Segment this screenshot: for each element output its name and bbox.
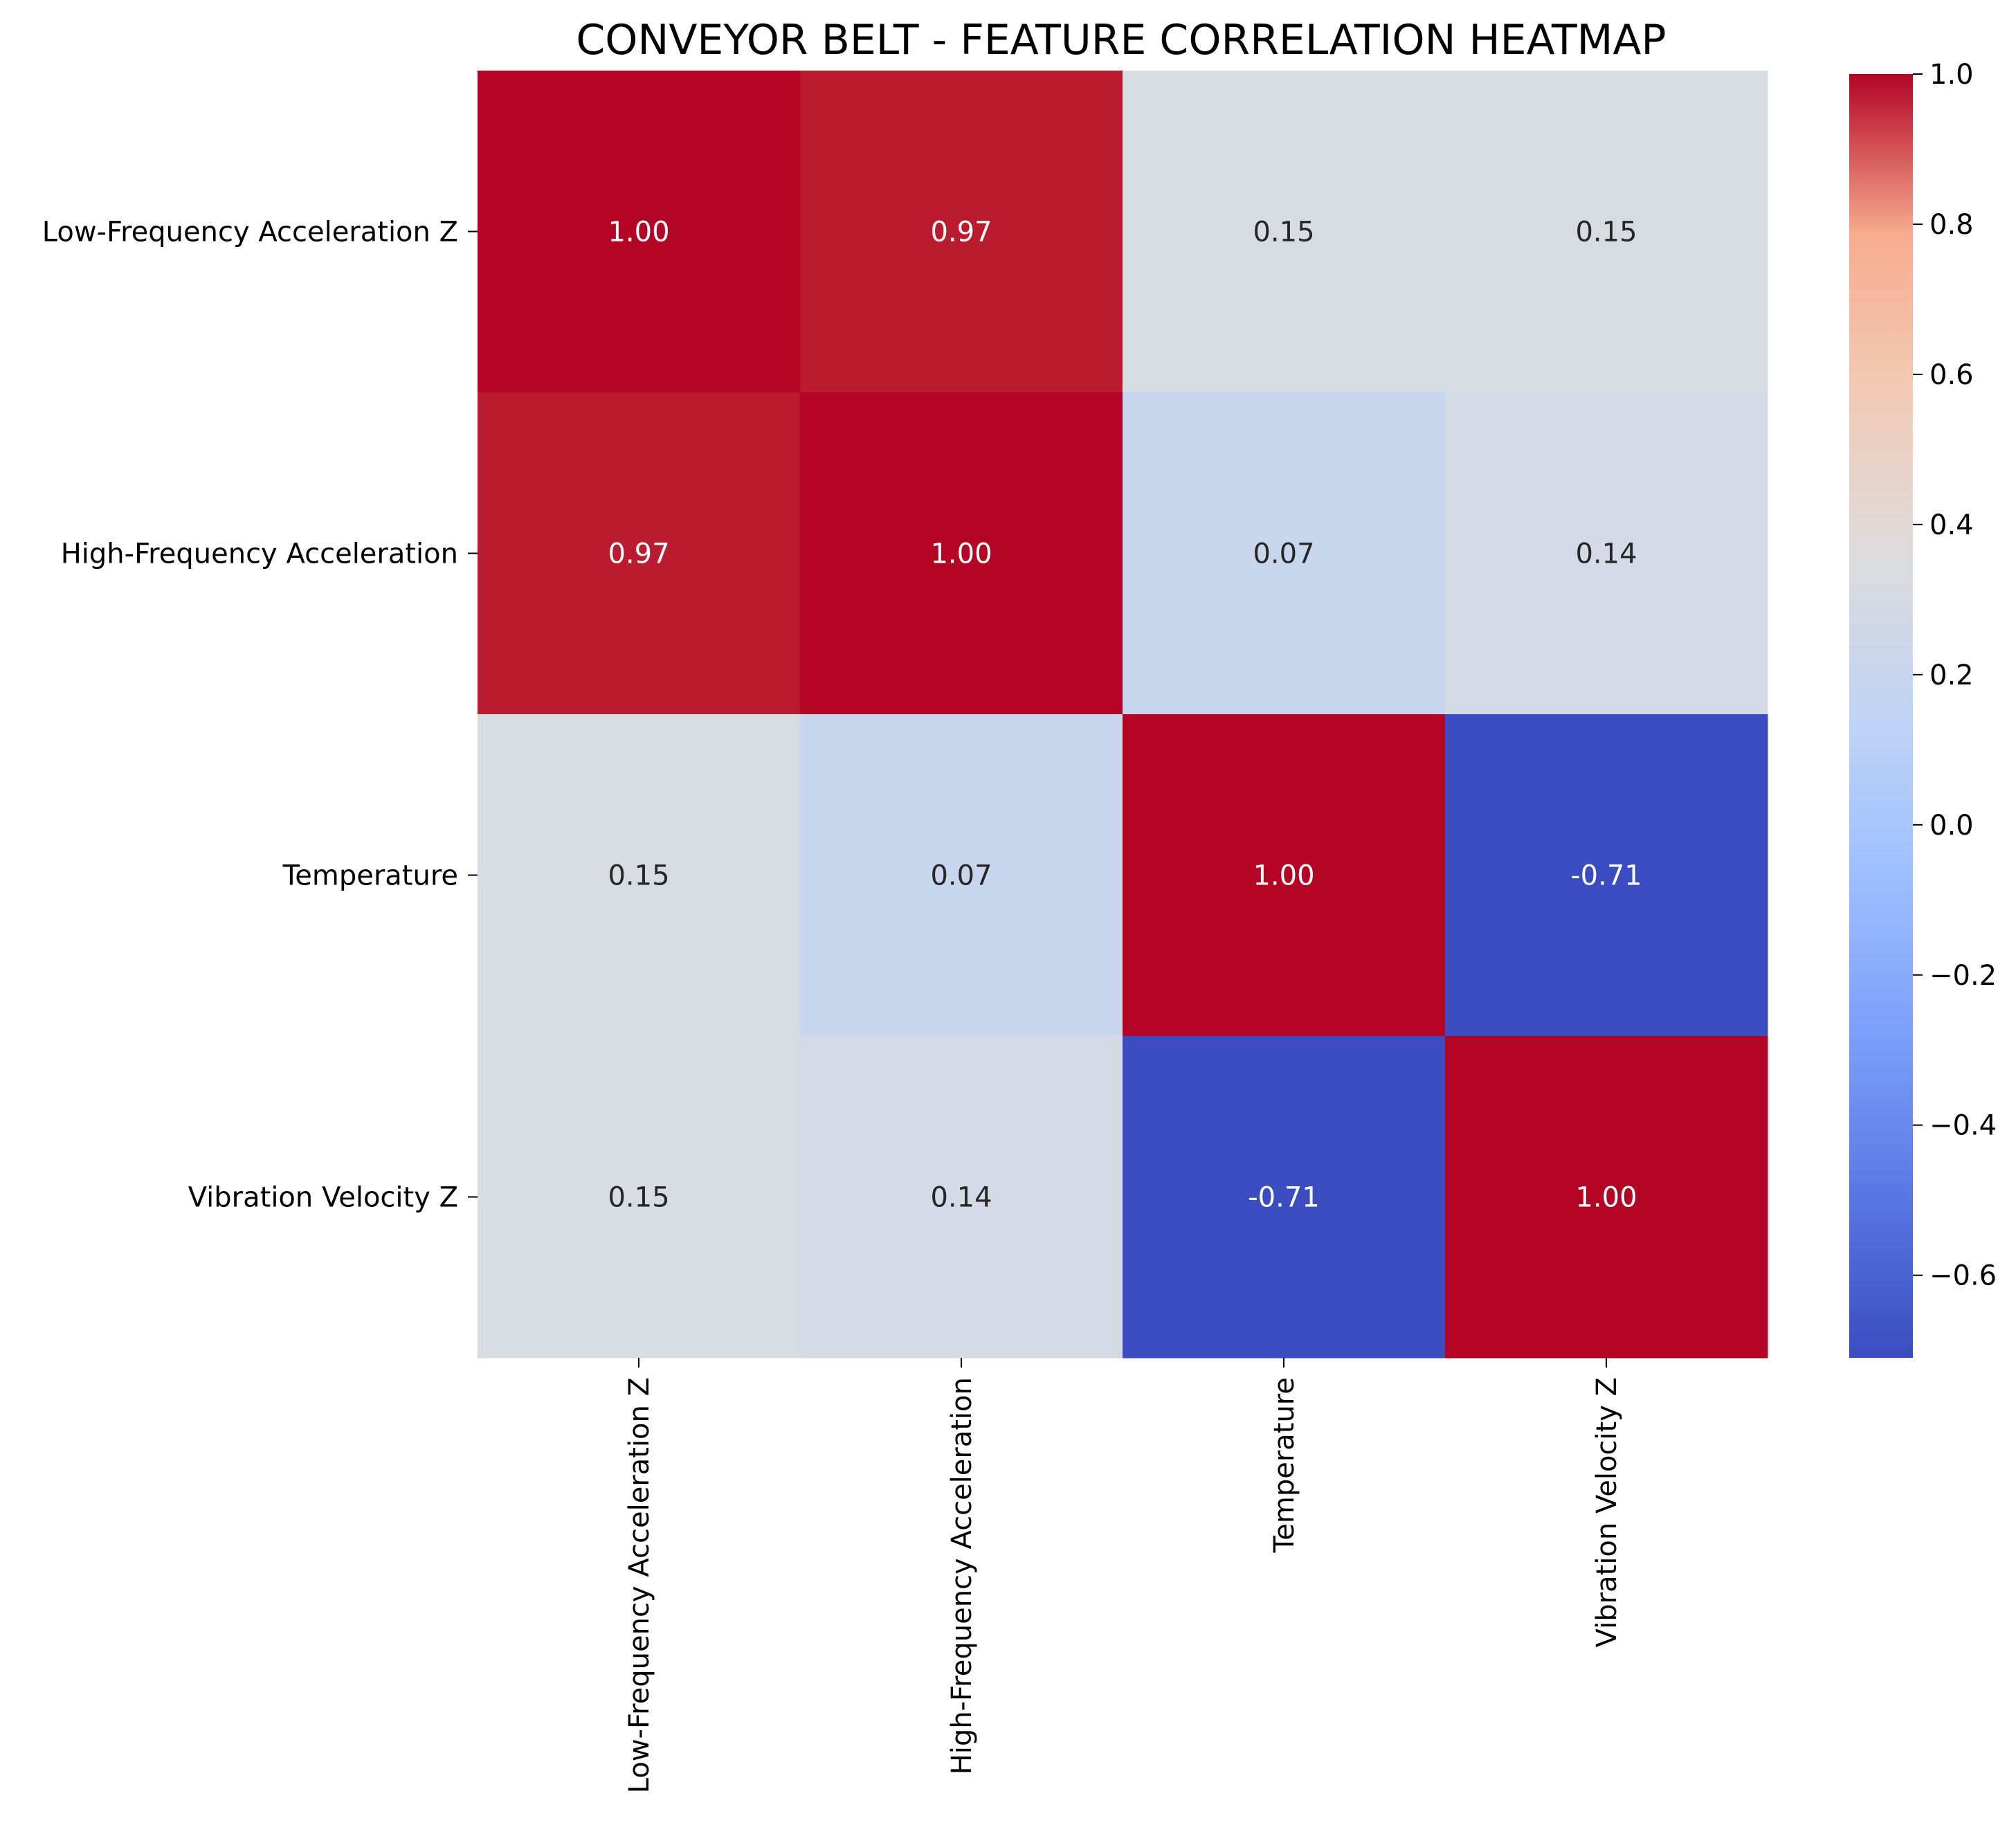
cell-value-label: 0.15: [608, 1182, 669, 1214]
cell-value-label: 0.14: [930, 1182, 992, 1214]
cell-value-label: -0.71: [1248, 1182, 1320, 1214]
colorbar-gradient: [1849, 74, 1913, 1358]
colorbar-tick-label: 0.4: [1929, 509, 1974, 541]
cell-value-label: 0.97: [608, 538, 669, 570]
y-tick-label: High-Frequency Acceleration: [61, 538, 458, 570]
heatmap-cells: 1.00 0.97 0.15 0.15 0.97 1.00 0.07 0.14 0.15 0.07…: [478, 71, 1768, 1359]
chart-title: CONVEYOR BELT - FEATURE CORRELATION HEAT…: [576, 16, 1666, 64]
heatmap-cell: [800, 714, 1123, 1037]
cell-value-label: 0.14: [1575, 538, 1637, 570]
heatmap-cell: [1445, 714, 1768, 1037]
cell-value-label: 0.15: [608, 860, 669, 892]
heatmap-cell: [1445, 71, 1768, 393]
heatmap-cell: [1123, 1036, 1446, 1359]
cell-value-label: 0.15: [1253, 217, 1314, 248]
heatmap-cell: [478, 714, 801, 1037]
cell-value-label: 0.15: [1575, 217, 1637, 248]
colorbar-ticks: −0.6 −0.4 −0.2 0.0 0.2 0.4 0.6 0.8 1.0: [1913, 59, 1997, 1292]
cell-value-label: 1.00: [1575, 1182, 1637, 1214]
heatmap-cell: [800, 71, 1123, 393]
heatmap-cell: [478, 71, 801, 393]
x-tick-label: Vibration Velocity Z: [1591, 1377, 1623, 1647]
x-tick-label: Low-Frequency Acceleration Z: [624, 1377, 655, 1793]
colorbar-tick-label: 0.2: [1929, 660, 1974, 691]
colorbar-tick-label: 0.0: [1929, 810, 1974, 842]
heatmap-cell: [800, 392, 1123, 715]
heatmap-cell: [1445, 1036, 1768, 1359]
y-tick-label: Vibration Velocity Z: [188, 1182, 458, 1214]
colorbar-tick-label: 1.0: [1929, 59, 1974, 91]
colorbar: −0.6 −0.4 −0.2 0.0 0.2 0.4 0.6 0.8 1.0: [1849, 59, 1997, 1358]
heatmap-cell: [478, 1036, 801, 1359]
y-axis: Low-Frequency Acceleration Z High-Frequen…: [42, 217, 478, 1214]
y-tick-label: Low-Frequency Acceleration Z: [42, 217, 458, 248]
heatmap-cell: [800, 1036, 1123, 1359]
x-tick-label: High-Frequency Acceleration: [946, 1377, 978, 1774]
x-tick-label: Temperature: [1269, 1377, 1300, 1553]
cell-value-label: 0.07: [930, 860, 992, 892]
colorbar-tick-label: 0.6: [1929, 359, 1974, 391]
colorbar-tick-label: −0.2: [1929, 960, 1997, 992]
colorbar-tick-label: 0.8: [1929, 209, 1974, 241]
heatmap-cell: [478, 392, 801, 715]
y-tick-label: Temperature: [282, 860, 458, 892]
x-axis: Low-Frequency Acceleration Z High-Frequen…: [624, 1358, 1623, 1793]
heatmap-cell: [1123, 71, 1446, 393]
heatmap-cell: [1445, 392, 1768, 715]
heatmap-cell: [1123, 392, 1446, 715]
heatmap-cell: [1123, 714, 1446, 1037]
cell-value-label: 0.97: [930, 217, 992, 248]
cell-value-label: 1.00: [1253, 860, 1314, 892]
cell-value-label: 1.00: [930, 538, 992, 570]
cell-value-label: 1.00: [608, 217, 669, 248]
cell-value-label: 0.07: [1253, 538, 1314, 570]
colorbar-tick-label: −0.6: [1929, 1260, 1997, 1292]
colorbar-tick-label: −0.4: [1929, 1110, 1997, 1142]
cell-value-label: -0.71: [1570, 860, 1642, 892]
